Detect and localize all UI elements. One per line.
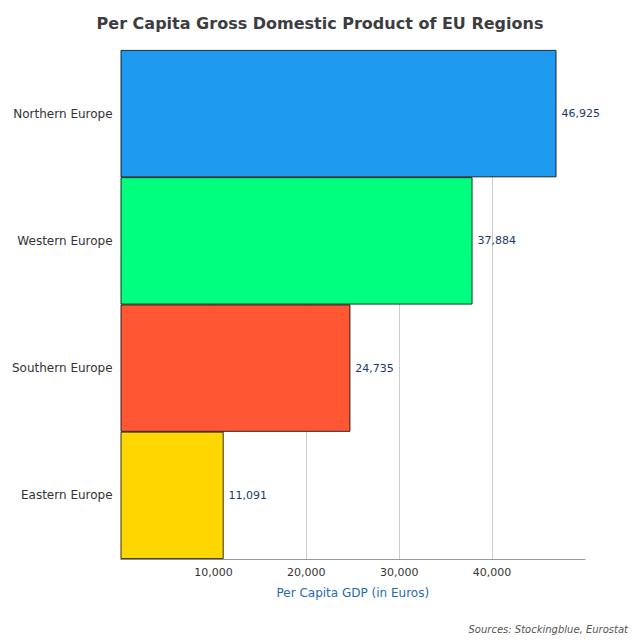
svg-text:40,000: 40,000 [473, 566, 512, 579]
svg-text:Per Capita Gross Domestic Prod: Per Capita Gross Domestic Product of EU … [97, 14, 544, 33]
svg-text:Southern Europe: Southern Europe [12, 361, 113, 375]
svg-text:37,884: 37,884 [477, 234, 516, 247]
svg-text:24,735: 24,735 [355, 362, 394, 375]
svg-text:Eastern Europe: Eastern Europe [21, 488, 113, 502]
svg-text:10,000: 10,000 [194, 566, 233, 579]
svg-text:30,000: 30,000 [380, 566, 419, 579]
svg-text:Sources: Stockingblue, Eurosta: Sources: Stockingblue, Eurostat [468, 624, 629, 635]
svg-text:11,091: 11,091 [229, 489, 268, 502]
svg-text:46,925: 46,925 [561, 107, 600, 120]
svg-text:Northern Europe: Northern Europe [13, 107, 112, 121]
svg-text:Western Europe: Western Europe [17, 234, 112, 248]
svg-text:Per Capita GDP (in Euros): Per Capita GDP (in Euros) [276, 586, 429, 600]
svg-text:20,000: 20,000 [287, 566, 326, 579]
